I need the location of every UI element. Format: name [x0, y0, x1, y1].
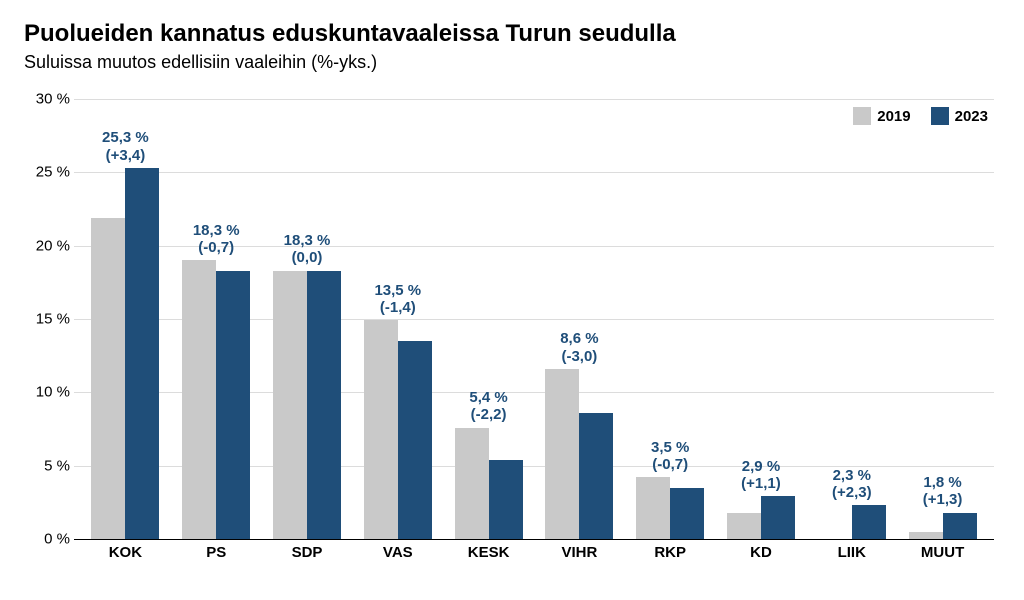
y-tick-label: 15 %: [26, 311, 70, 328]
x-axis-line: [74, 539, 994, 540]
bar-2019: [273, 271, 307, 539]
x-tick-label: KOK: [80, 544, 171, 561]
bar-2023: [307, 271, 341, 539]
bar-2023: [125, 168, 159, 539]
value-label: 8,6 %(-3,0): [534, 330, 625, 365]
value-percent: 18,3 %: [262, 232, 353, 249]
value-percent: 18,3 %: [171, 222, 262, 239]
value-label: 5,4 %(-2,2): [443, 389, 534, 424]
value-change: (0,0): [262, 249, 353, 266]
chart-container: 25,3 %(+3,4)18,3 %(-0,7)18,3 %(0,0)13,5 …: [24, 89, 1000, 579]
bar-2019: [727, 513, 761, 539]
bar-2023: [761, 496, 795, 539]
value-percent: 25,3 %: [80, 129, 171, 146]
bar-group: 8,6 %(-3,0): [534, 99, 625, 539]
bar-group: 1,8 %(+1,3): [897, 99, 988, 539]
bar-2023: [579, 413, 613, 539]
legend-swatch: [931, 107, 949, 125]
bar-2019: [91, 218, 125, 539]
value-change: (-0,7): [171, 239, 262, 256]
bar-group: 25,3 %(+3,4): [80, 99, 171, 539]
value-label: 13,5 %(-1,4): [352, 282, 443, 317]
y-tick-label: 5 %: [26, 457, 70, 474]
value-percent: 13,5 %: [352, 282, 443, 299]
value-change: (-3,0): [534, 348, 625, 365]
bar-group: 18,3 %(-0,7): [171, 99, 262, 539]
y-tick-label: 10 %: [26, 384, 70, 401]
chart-subtitle: Suluissa muutos edellisiin vaaleihin (%-…: [24, 52, 1000, 73]
legend-item: 2019: [853, 107, 910, 125]
value-label: 3,5 %(-0,7): [625, 439, 716, 474]
value-label: 18,3 %(0,0): [262, 232, 353, 267]
y-tick-label: 25 %: [26, 164, 70, 181]
bar-group: 3,5 %(-0,7): [625, 99, 716, 539]
chart-title: Puolueiden kannatus eduskuntavaaleissa T…: [24, 20, 1000, 48]
value-percent: 2,9 %: [716, 458, 807, 475]
bar-group: 13,5 %(-1,4): [352, 99, 443, 539]
plot-area: 25,3 %(+3,4)18,3 %(-0,7)18,3 %(0,0)13,5 …: [74, 99, 994, 539]
value-change: (+1,3): [897, 491, 988, 508]
legend-label: 2019: [877, 108, 910, 125]
value-change: (+2,3): [806, 484, 897, 501]
value-label: 2,3 %(+2,3): [806, 467, 897, 502]
x-tick-label: LIIK: [806, 544, 897, 561]
bar-group: 2,3 %(+2,3): [806, 99, 897, 539]
value-percent: 5,4 %: [443, 389, 534, 406]
bar-2023: [670, 488, 704, 539]
legend-item: 2023: [931, 107, 988, 125]
legend-label: 2023: [955, 108, 988, 125]
value-change: (+3,4): [80, 147, 171, 164]
x-tick-label: SDP: [262, 544, 353, 561]
bar-2019: [455, 428, 489, 539]
y-tick-label: 20 %: [26, 237, 70, 254]
bar-2023: [489, 460, 523, 539]
x-tick-label: KD: [716, 544, 807, 561]
value-label: 25,3 %(+3,4): [80, 129, 171, 164]
x-tick-label: MUUT: [897, 544, 988, 561]
bars-row: 25,3 %(+3,4)18,3 %(-0,7)18,3 %(0,0)13,5 …: [74, 99, 994, 539]
legend-swatch: [853, 107, 871, 125]
x-labels: KOKPSSDPVASKESKVIHRRKPKDLIIKMUUT: [74, 544, 994, 561]
bar-2019: [364, 320, 398, 539]
value-change: (-2,2): [443, 406, 534, 423]
bar-2023: [943, 513, 977, 539]
value-label: 18,3 %(-0,7): [171, 222, 262, 257]
value-change: (-0,7): [625, 456, 716, 473]
value-label: 1,8 %(+1,3): [897, 474, 988, 509]
value-percent: 1,8 %: [897, 474, 988, 491]
x-tick-label: PS: [171, 544, 262, 561]
y-tick-label: 0 %: [26, 531, 70, 548]
x-tick-label: VAS: [352, 544, 443, 561]
bar-group: 5,4 %(-2,2): [443, 99, 534, 539]
bar-2019: [909, 532, 943, 539]
value-change: (+1,1): [716, 475, 807, 492]
y-tick-label: 30 %: [26, 91, 70, 108]
bar-group: 2,9 %(+1,1): [716, 99, 807, 539]
value-label: 2,9 %(+1,1): [716, 458, 807, 493]
bar-2019: [545, 369, 579, 539]
bar-group: 18,3 %(0,0): [262, 99, 353, 539]
value-percent: 3,5 %: [625, 439, 716, 456]
x-tick-label: VIHR: [534, 544, 625, 561]
bar-2023: [216, 271, 250, 539]
value-percent: 2,3 %: [806, 467, 897, 484]
x-tick-label: RKP: [625, 544, 716, 561]
bar-2023: [852, 505, 886, 539]
bar-2019: [636, 477, 670, 539]
bar-2023: [398, 341, 432, 539]
x-tick-label: KESK: [443, 544, 534, 561]
value-change: (-1,4): [352, 299, 443, 316]
value-percent: 8,6 %: [534, 330, 625, 347]
legend: 2019 2023: [853, 107, 988, 125]
bar-2019: [182, 260, 216, 539]
